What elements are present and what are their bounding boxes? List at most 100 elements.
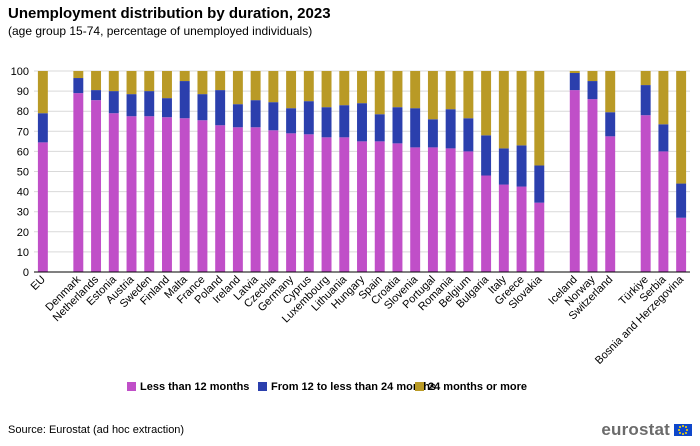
bar-segment — [463, 151, 474, 272]
bar-segment — [339, 137, 350, 272]
bar-segment — [250, 71, 261, 101]
bar-segment — [73, 78, 84, 94]
legend-label: Less than 12 months — [140, 381, 249, 393]
y-tick-label: 70 — [17, 126, 29, 138]
source-note: Source: Eurostat (ad hoc extraction) — [8, 424, 185, 436]
y-tick-label: 90 — [17, 86, 29, 98]
bar-segment — [605, 71, 616, 113]
bar-segment — [640, 115, 651, 272]
bar-segment — [108, 91, 119, 114]
bar-segment — [658, 151, 669, 272]
bar-segment — [250, 127, 261, 272]
bar-segment — [587, 99, 598, 272]
bar-segment — [108, 113, 119, 273]
bar-segment — [303, 134, 314, 272]
legend-label: From 12 to less than 24 months — [271, 381, 436, 393]
bar-segment — [144, 116, 155, 272]
bar-segment — [445, 109, 456, 149]
bar-segment — [534, 165, 545, 203]
y-tick-label: 30 — [17, 207, 29, 219]
bar-segment — [91, 100, 102, 273]
chart-subtitle: (age group 15-74, percentage of unemploy… — [8, 24, 313, 38]
bar-segment — [37, 71, 48, 114]
bar-segment — [357, 141, 367, 272]
bar-segment — [303, 101, 314, 135]
bar-segment — [197, 71, 208, 95]
chart-title: Unemployment distribution by duration, 2… — [8, 5, 331, 22]
bar-segment — [286, 133, 297, 272]
bar-segment — [321, 137, 332, 272]
bar-segment — [91, 90, 102, 101]
bar-segment — [374, 114, 385, 142]
legend-swatch — [127, 382, 136, 391]
bar-segment — [374, 141, 385, 272]
x-tick-label: EU — [29, 274, 48, 293]
bar-segment — [410, 108, 421, 148]
y-tick-label: 50 — [17, 167, 29, 179]
bar-segment — [268, 102, 279, 131]
legend-label: 24 months or more — [428, 381, 527, 393]
bar-segment — [357, 71, 367, 104]
legend-swatch — [415, 382, 424, 391]
bar-segment — [144, 71, 155, 92]
y-tick-label: 80 — [17, 106, 29, 118]
bar-segment — [126, 71, 137, 95]
bar-segment — [605, 136, 616, 272]
bar-segment — [569, 71, 580, 74]
bar-segment — [534, 71, 545, 166]
bar-segment — [587, 71, 598, 82]
bar-segment — [215, 71, 226, 91]
y-tick-label: 100 — [11, 66, 29, 78]
eu-flag-icon — [674, 424, 692, 436]
bar-segment — [427, 71, 438, 120]
bar-segment — [144, 91, 155, 117]
bar-segment — [463, 118, 474, 152]
bar-segment — [392, 71, 403, 108]
y-tick-label: 20 — [17, 227, 29, 239]
bar-segment — [676, 217, 687, 272]
bar-segment — [392, 143, 403, 272]
bars-layer — [37, 71, 687, 273]
bar-segment — [197, 120, 208, 272]
y-tick-label: 60 — [17, 146, 29, 158]
bar-segment — [463, 71, 474, 119]
bar-segment — [232, 127, 243, 272]
bar-segment — [215, 90, 226, 126]
legend-swatch — [258, 382, 267, 391]
bar-segment — [587, 81, 598, 100]
bar-segment — [339, 105, 350, 138]
bar-segment — [162, 98, 172, 118]
bar-segment — [481, 71, 492, 136]
bar-segment — [73, 71, 84, 79]
bar-segment — [286, 108, 297, 134]
bar-segment — [516, 145, 527, 187]
bar-segment — [250, 100, 261, 128]
bar-segment — [410, 147, 421, 272]
bar-segment — [640, 85, 651, 116]
bar-segment — [640, 71, 651, 86]
bar-segment — [658, 124, 669, 152]
bar-segment — [569, 73, 580, 91]
y-tick-label: 0 — [23, 267, 29, 279]
bar-segment — [232, 104, 243, 128]
bar-segment — [516, 186, 527, 272]
bar-segment — [498, 184, 509, 272]
bar-segment — [197, 94, 208, 121]
bar-segment — [108, 71, 119, 92]
bar-segment — [481, 175, 492, 272]
bar-segment — [215, 125, 226, 273]
bar-segment — [676, 183, 687, 218]
eurostat-logo: eurostat — [601, 420, 692, 440]
bar-segment — [232, 71, 243, 105]
bar-segment — [445, 71, 456, 110]
bar-segment — [321, 71, 332, 108]
bar-segment — [374, 71, 385, 115]
bar-segment — [534, 202, 545, 272]
bar-segment — [126, 116, 137, 272]
bar-segment — [126, 94, 137, 117]
bar-segment — [427, 119, 438, 148]
y-tick-label: 40 — [17, 187, 29, 199]
bar-segment — [162, 71, 172, 99]
bar-segment — [357, 103, 367, 142]
